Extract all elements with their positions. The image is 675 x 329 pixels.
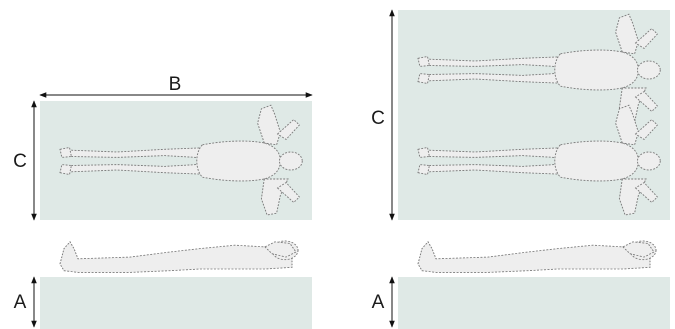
left-width-label: B — [169, 74, 182, 95]
left-height-label: A — [14, 292, 27, 313]
right-side-surface — [398, 277, 670, 329]
left-side-figure — [59, 240, 299, 273]
left-panel: B C A — [13, 74, 313, 329]
right-panel: C A — [371, 9, 670, 329]
right-length-label: C — [371, 108, 385, 129]
right-side-figure — [417, 240, 657, 273]
right-height-label: A — [372, 292, 385, 313]
left-side-surface — [40, 277, 312, 329]
left-length-label: C — [13, 151, 27, 172]
